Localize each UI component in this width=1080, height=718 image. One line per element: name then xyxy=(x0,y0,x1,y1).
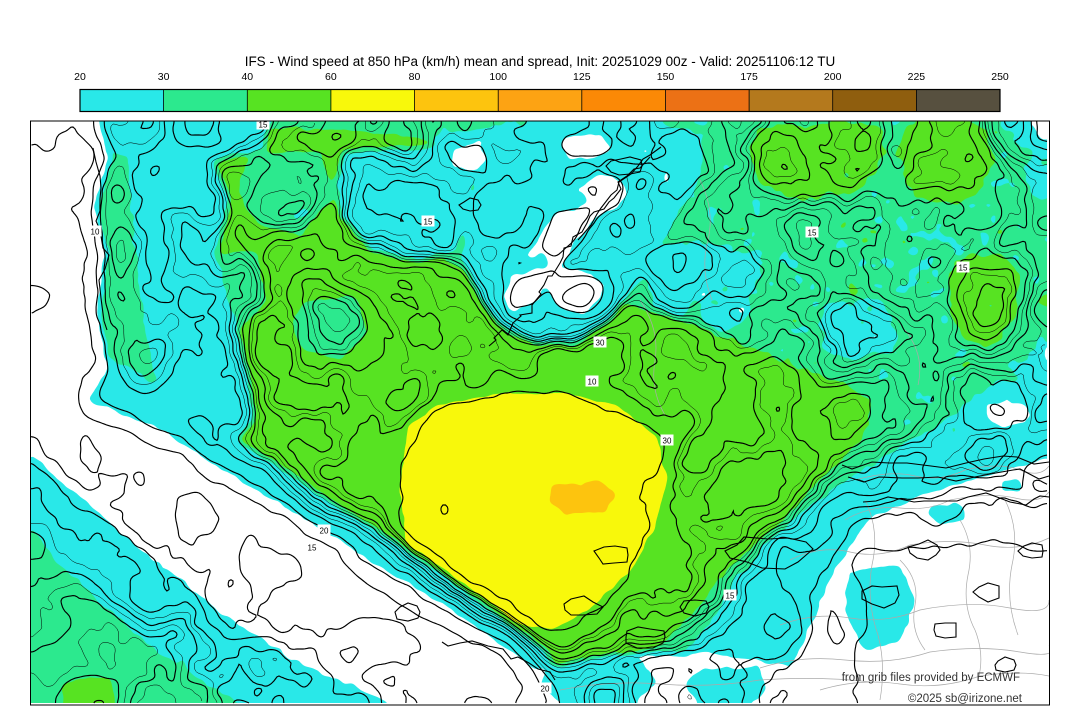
svg-text:15: 15 xyxy=(424,218,433,227)
svg-text:10: 10 xyxy=(91,228,100,237)
svg-text:20: 20 xyxy=(320,527,329,536)
svg-text:80: 80 xyxy=(409,71,421,83)
svg-text:©2025 sb@irizone.net: ©2025 sb@irizone.net xyxy=(908,693,1023,705)
svg-text:20: 20 xyxy=(541,685,550,694)
svg-text:175: 175 xyxy=(740,71,758,83)
svg-text:10: 10 xyxy=(588,378,597,387)
svg-text:225: 225 xyxy=(908,71,926,83)
svg-text:40: 40 xyxy=(241,71,253,83)
svg-text:100: 100 xyxy=(489,71,507,83)
svg-text:60: 60 xyxy=(325,71,337,83)
svg-text:from grib files provided by EC: from grib files provided by ECMWF xyxy=(842,672,1020,684)
svg-text:125: 125 xyxy=(573,71,591,83)
svg-text:15: 15 xyxy=(808,229,817,238)
svg-text:15: 15 xyxy=(308,544,317,553)
svg-text:20: 20 xyxy=(74,71,86,83)
svg-text:30: 30 xyxy=(596,339,605,348)
svg-text:250: 250 xyxy=(991,71,1009,83)
svg-text:15: 15 xyxy=(726,592,735,601)
svg-text:15: 15 xyxy=(259,121,268,130)
svg-text:30: 30 xyxy=(663,437,672,446)
svg-text:IFS - Wind speed at 850 hPa (k: IFS - Wind speed at 850 hPa (km/h) mean … xyxy=(245,54,836,69)
svg-text:150: 150 xyxy=(657,71,675,83)
svg-text:30: 30 xyxy=(158,71,170,83)
svg-text:200: 200 xyxy=(824,71,842,83)
svg-text:15: 15 xyxy=(959,264,968,273)
